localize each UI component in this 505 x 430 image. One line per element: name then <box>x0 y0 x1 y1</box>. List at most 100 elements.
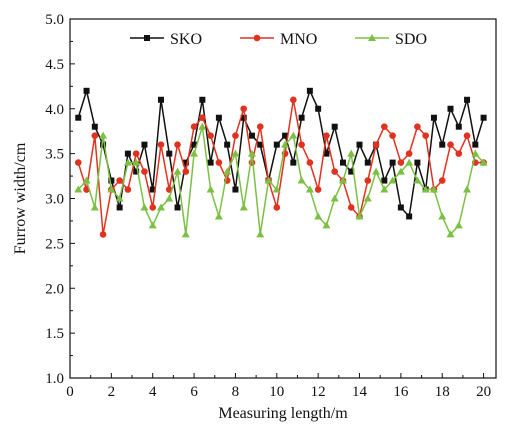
data-point-sdo <box>297 176 306 184</box>
data-point-mno <box>331 168 338 175</box>
data-point-sko <box>100 141 107 148</box>
series-line-mno <box>77 99 484 235</box>
data-point-mno <box>157 141 165 148</box>
series-sdo <box>74 122 488 238</box>
data-point-mno <box>306 159 314 166</box>
data-point-mno <box>141 168 148 175</box>
data-point-sko <box>191 141 198 148</box>
data-point-mno <box>298 141 305 148</box>
series-group <box>74 87 488 238</box>
data-point-sko <box>182 159 189 166</box>
data-point-mno <box>149 204 157 211</box>
data-point-sko <box>166 150 173 157</box>
data-point-sdo <box>99 131 108 139</box>
data-point-sko <box>356 141 363 148</box>
data-point-sko <box>306 87 313 94</box>
data-point-sdo <box>107 185 116 193</box>
data-point-mno <box>422 132 429 139</box>
x-tick-label: 12 <box>311 384 326 400</box>
data-point-sdo <box>156 203 165 211</box>
data-point-sko <box>364 159 371 166</box>
x-tick-label: 20 <box>476 384 491 400</box>
data-point-mno <box>414 123 421 130</box>
y-axis-title: Furrow width/cm <box>12 142 29 254</box>
data-point-sko <box>406 213 413 220</box>
x-tick-label: 14 <box>352 384 368 400</box>
x-axis-title: Measuring length/m <box>218 405 348 422</box>
legend-marker-sko <box>144 35 150 41</box>
data-point-sko <box>381 177 388 184</box>
data-point-sdo <box>173 167 182 175</box>
data-point-mno <box>116 177 123 184</box>
data-point-sdo <box>322 221 331 229</box>
data-point-mno <box>463 132 471 139</box>
data-point-sko <box>273 141 280 148</box>
data-point-sdo <box>446 230 455 238</box>
data-point-sko <box>480 114 487 121</box>
data-point-sdo <box>140 203 149 211</box>
legend-marker-sdo <box>368 34 376 41</box>
x-tick-label: 2 <box>108 384 116 400</box>
data-point-mno <box>124 186 132 193</box>
data-point-sko <box>232 186 239 193</box>
data-point-sdo <box>214 212 223 220</box>
data-point-sdo <box>429 185 438 193</box>
data-point-sko <box>207 159 214 166</box>
data-point-sko <box>124 150 131 157</box>
data-point-sdo <box>388 176 397 184</box>
data-point-sko <box>455 123 462 130</box>
data-point-sko <box>323 150 330 157</box>
data-point-mno <box>174 141 181 148</box>
data-point-sdo <box>372 167 381 175</box>
data-point-sdo <box>181 230 190 238</box>
data-point-sko <box>315 105 322 112</box>
data-point-sdo <box>90 203 99 211</box>
data-point-sdo <box>396 167 405 175</box>
data-point-sko <box>174 204 181 211</box>
data-point-sdo <box>338 176 347 184</box>
legend-label-mno: MNO <box>280 31 317 48</box>
data-point-sko <box>199 96 206 103</box>
data-point-mno <box>207 132 214 139</box>
data-point-sdo <box>82 176 91 184</box>
data-point-sko <box>397 204 404 211</box>
plot-frame <box>69 18 497 379</box>
data-point-sdo <box>247 149 256 157</box>
data-point-sdo <box>239 203 248 211</box>
data-point-mno <box>455 150 463 157</box>
data-point-sdo <box>363 194 372 202</box>
y-tick-label: 3.5 <box>45 147 64 163</box>
data-point-mno <box>364 177 372 184</box>
data-point-sko <box>149 186 156 193</box>
data-point-sko <box>464 96 471 103</box>
data-point-sko <box>298 114 305 121</box>
data-point-sdo <box>148 221 157 229</box>
data-point-sko <box>430 114 437 121</box>
data-point-sdo <box>454 221 463 229</box>
data-point-sdo <box>264 176 273 184</box>
data-point-mno <box>372 141 380 148</box>
data-point-sko <box>331 123 338 130</box>
data-point-sko <box>248 132 255 139</box>
data-point-sdo <box>190 149 199 157</box>
data-point-mno <box>215 159 223 166</box>
data-point-sko <box>257 141 264 148</box>
data-point-sdo <box>165 194 174 202</box>
data-point-mno <box>256 123 264 130</box>
data-point-sdo <box>438 212 447 220</box>
data-point-mno <box>397 159 405 166</box>
data-point-mno <box>347 204 355 211</box>
data-point-sko <box>91 123 98 130</box>
data-point-sko <box>282 132 289 139</box>
data-point-sdo <box>281 140 290 148</box>
x-tick-label: 4 <box>149 384 157 400</box>
data-point-mno <box>199 114 206 122</box>
data-point-sko <box>348 168 355 175</box>
y-tick-label: 1.0 <box>45 371 64 387</box>
x-tick-label: 18 <box>435 384 450 400</box>
data-point-sdo <box>421 185 430 193</box>
data-point-mno <box>447 141 454 148</box>
data-point-mno <box>438 177 446 184</box>
